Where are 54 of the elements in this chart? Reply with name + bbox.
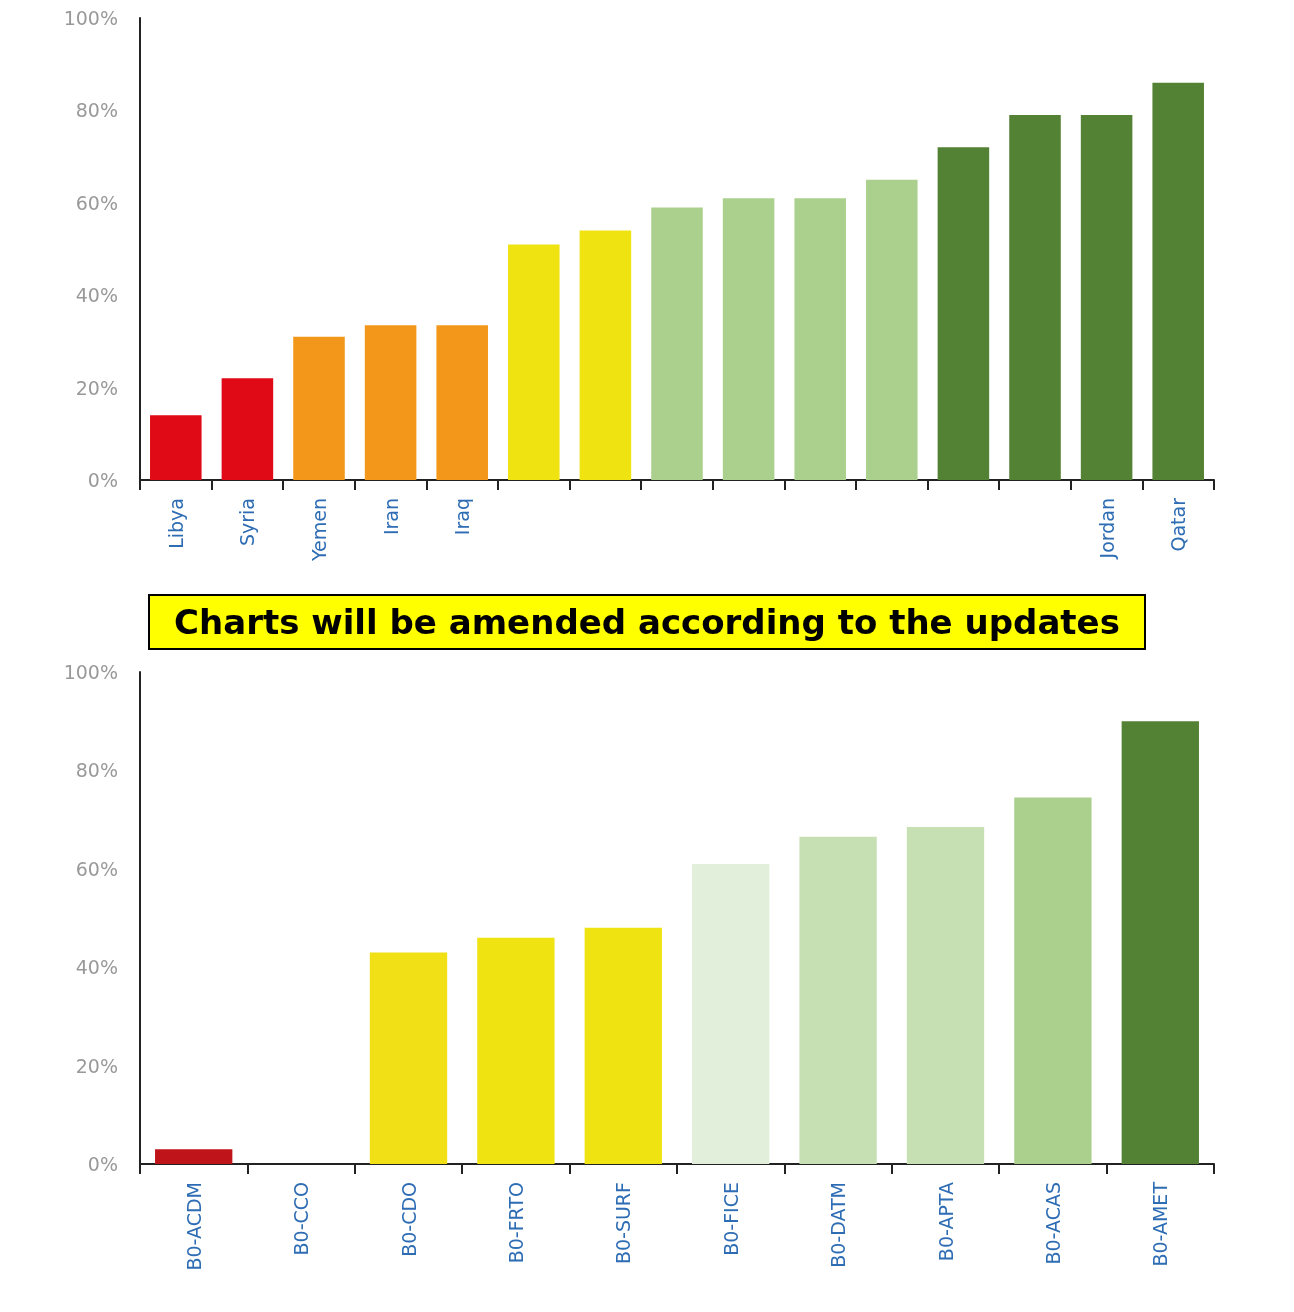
- bar: [937, 147, 990, 480]
- bar: [436, 325, 488, 480]
- y-tick-label: 0%: [87, 469, 118, 491]
- bar: [150, 415, 202, 480]
- y-tick-label: 60%: [75, 857, 118, 880]
- y-tick-label: 100%: [63, 661, 118, 683]
- x-tick-label: B0-ACAS: [1041, 1182, 1064, 1265]
- bar: [364, 325, 417, 480]
- bar: [579, 230, 632, 480]
- y-tick-label: 80%: [75, 99, 118, 122]
- x-tick-label: B0-SURF: [612, 1182, 635, 1265]
- bar: [722, 198, 775, 480]
- bar: [651, 207, 703, 480]
- x-tick-label: B0-CCO: [290, 1182, 313, 1256]
- bar: [906, 826, 985, 1164]
- bar: [794, 198, 846, 480]
- x-tick-label: Qatar: [1167, 497, 1190, 552]
- bar: [508, 244, 560, 480]
- x-tick-label: Libya: [164, 498, 187, 549]
- x-tick-label: Yemen: [308, 498, 330, 563]
- x-tick-label: B0-CDO: [397, 1182, 420, 1257]
- x-tick-label: B0-AMET: [1149, 1181, 1172, 1267]
- bar: [866, 179, 918, 480]
- bar: [1080, 115, 1133, 480]
- x-tick-label: B0-FICE: [719, 1182, 742, 1256]
- x-tick-label: Syria: [236, 498, 259, 547]
- y-tick-label: 20%: [75, 376, 118, 399]
- x-tick-label: B0-ACDM: [182, 1182, 205, 1271]
- bar: [155, 1149, 233, 1164]
- bar: [1121, 721, 1199, 1164]
- x-tick-label: Iran: [379, 498, 402, 536]
- bar: [293, 336, 345, 480]
- x-tick-label: Iraq: [451, 498, 474, 536]
- bar: [799, 836, 877, 1164]
- bar: [1014, 797, 1092, 1164]
- bar: [477, 937, 555, 1164]
- bar: [1152, 82, 1204, 480]
- x-tick-label: B0-APTA: [934, 1182, 957, 1262]
- y-tick-label: 40%: [75, 956, 118, 979]
- y-tick-label: 80%: [75, 759, 118, 782]
- bar: [584, 927, 662, 1164]
- y-tick-label: 100%: [63, 7, 118, 29]
- bar: [369, 952, 448, 1164]
- x-tick-label: B0-FRTO: [504, 1182, 527, 1264]
- bar: [692, 863, 770, 1164]
- y-tick-label: 20%: [75, 1054, 118, 1077]
- y-tick-label: 0%: [87, 1153, 118, 1175]
- x-tick-label: Jordan: [1095, 498, 1118, 560]
- y-tick-label: 60%: [75, 191, 118, 214]
- bar: [1009, 115, 1061, 480]
- x-tick-label: B0-DATM: [827, 1182, 850, 1268]
- bar: [221, 378, 274, 480]
- y-tick-label: 40%: [75, 284, 118, 307]
- text: Charts will be amended according to the updates: [148, 594, 1146, 650]
